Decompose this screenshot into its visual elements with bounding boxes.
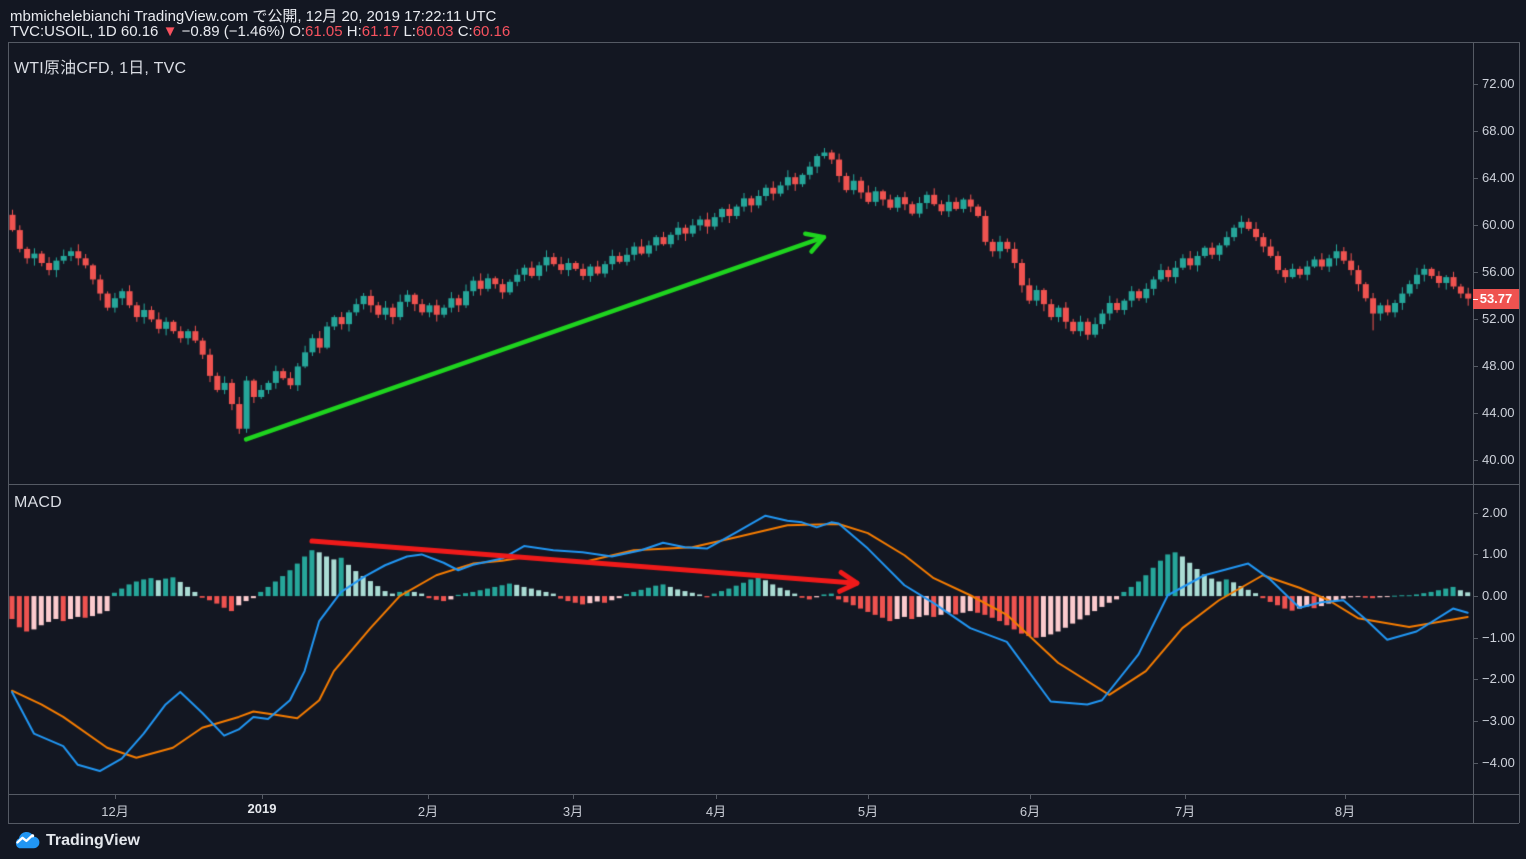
publish-byline: mbmichelebianchi TradingView.com で公開, 12… <box>10 8 497 25</box>
down-triangle-icon: ▼ <box>162 23 178 40</box>
pane-divider[interactable] <box>8 484 1519 485</box>
price-tick-label: 44.00 <box>1473 405 1519 421</box>
time-tick-mark <box>573 794 574 799</box>
price-tick-label: 40.00 <box>1473 452 1519 468</box>
price-tick-label: 64.00 <box>1473 170 1519 186</box>
brand-name: TradingView <box>46 832 140 849</box>
time-tick-label: 5月 <box>857 804 879 819</box>
price-pane-title: WTI原油CFD, 1日, TVC <box>14 60 187 77</box>
symbol-quote-line: TVC:USOIL, 1D 60.16 ▼ −0.89 (−1.46%) O:6… <box>10 23 510 40</box>
price-tick-label: 48.00 <box>1473 358 1519 374</box>
price-tick-label: 52.00 <box>1473 311 1519 327</box>
last-price-badge: 53.77 <box>1473 288 1519 309</box>
time-tick-mark <box>716 794 717 799</box>
macd-tick-label: 0.00 <box>1473 588 1519 604</box>
ohlc-open-value: 61.05 <box>305 23 347 40</box>
time-scale[interactable]: 12月 2019 2月 3月 4月 5月 6月 7月 8月 <box>8 794 1473 823</box>
ohlc-low-label: L: <box>403 23 416 40</box>
ohlc-high-value: 61.17 <box>361 23 404 40</box>
time-tick-mark <box>262 794 263 799</box>
time-tick-label: 3月 <box>562 804 584 819</box>
time-scale-border <box>8 794 1519 795</box>
time-tick-label: 2月 <box>417 804 439 819</box>
macd-pane-title: MACD <box>14 494 62 511</box>
chart-canvas[interactable] <box>8 42 1473 794</box>
price-tick-label: 56.00 <box>1473 264 1519 280</box>
time-tick-mark <box>868 794 869 799</box>
ohlc-close-value: 60.16 <box>472 23 511 40</box>
time-tick-label: 7月 <box>1174 804 1196 819</box>
macd-tick-label: −2.00 <box>1473 671 1519 687</box>
frame-left-border <box>8 42 9 823</box>
time-tick-label: 6月 <box>1019 804 1041 819</box>
ohlc-close-label: C: <box>457 23 473 40</box>
time-tick-mark <box>1345 794 1346 799</box>
price-tick-label: 72.00 <box>1473 76 1519 92</box>
ohlc-low-value: 60.03 <box>415 23 458 40</box>
macd-tick-label: −1.00 <box>1473 630 1519 646</box>
time-tick-mark <box>428 794 429 799</box>
macd-tick-label: −3.00 <box>1473 713 1519 729</box>
frame-right-border <box>1519 42 1520 823</box>
footer-bar: TradingView <box>0 823 1526 859</box>
time-tick-label: 8月 <box>1334 804 1356 819</box>
frame-top-border <box>8 42 1519 43</box>
macd-tick-label: 1.00 <box>1473 546 1519 562</box>
price-scale-border <box>1473 42 1474 823</box>
time-tick-mark <box>1185 794 1186 799</box>
time-tick-label: 12月 <box>101 804 129 819</box>
ohlc-open-label: O: <box>289 23 306 40</box>
ohlc-high-label: H: <box>346 23 362 40</box>
quote-change: −0.89 (−1.46%) <box>177 23 290 40</box>
macd-tick-label: 2.00 <box>1473 505 1519 521</box>
tradingview-logo-icon <box>15 831 40 849</box>
time-tick-label: 4月 <box>705 804 727 819</box>
price-scale[interactable]: 72.00 68.00 64.00 60.00 56.00 52.00 48.00 44.00… <box>1473 42 1519 823</box>
macd-tick-label: −4.00 <box>1473 755 1519 771</box>
price-tick-label: 68.00 <box>1473 123 1519 139</box>
time-tick-mark <box>1030 794 1031 799</box>
frame-bottom-border <box>8 823 1519 824</box>
quote-symbol-price: TVC:USOIL, 1D 60.16 <box>10 23 163 40</box>
price-tick-label: 60.00 <box>1473 217 1519 233</box>
time-tick-mark <box>115 794 116 799</box>
time-tick-label: 2019 <box>247 801 277 816</box>
